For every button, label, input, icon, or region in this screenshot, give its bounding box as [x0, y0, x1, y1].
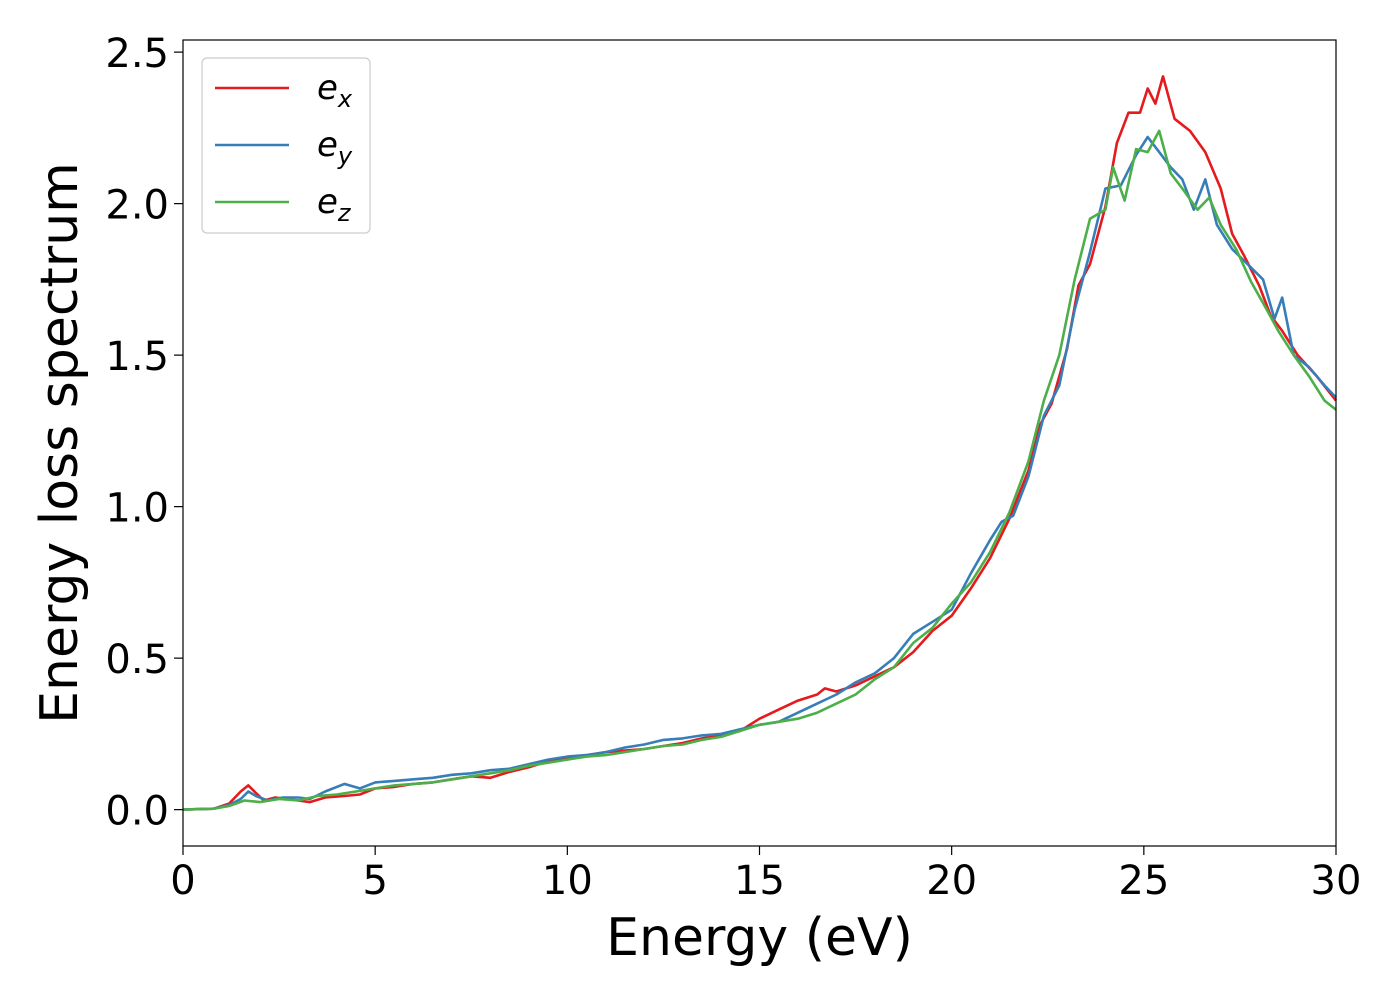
x-tick-label: 5 [362, 858, 387, 904]
x-tick-label: 25 [1118, 858, 1169, 904]
x-tick-label: 10 [542, 858, 593, 904]
legend-label: ez [317, 182, 352, 227]
x-tick-label: 20 [926, 858, 977, 904]
y-tick-label: 1.0 [105, 486, 169, 532]
plot-lines [182, 75, 1338, 811]
legend-label: ey [317, 125, 353, 170]
x-axis-label: Energy (eV) [606, 908, 913, 968]
x-tick-label: 15 [734, 858, 785, 904]
y-tick-label: 2.0 [105, 183, 169, 229]
y-tick-label: 0.0 [105, 789, 169, 835]
legend: ex ey ez [201, 57, 371, 234]
y-axis-ticks: 0.0 0.5 1.0 1.5 2.0 2.5 [105, 31, 183, 835]
y-tick-label: 0.5 [105, 637, 169, 683]
series-line-z [182, 129, 1337, 811]
y-tick-label: 2.5 [105, 31, 169, 77]
x-tick-label: 0 [170, 858, 195, 904]
x-axis-ticks: 0 5 10 15 20 25 30 [170, 846, 1361, 904]
x-tick-label: 30 [1311, 858, 1362, 904]
legend-label: ex [317, 68, 353, 113]
y-tick-label: 1.5 [105, 334, 169, 380]
series-line-y [182, 135, 1337, 811]
y-axis-label: Energy loss spectrum [30, 162, 90, 724]
series-line-x [182, 75, 1338, 811]
